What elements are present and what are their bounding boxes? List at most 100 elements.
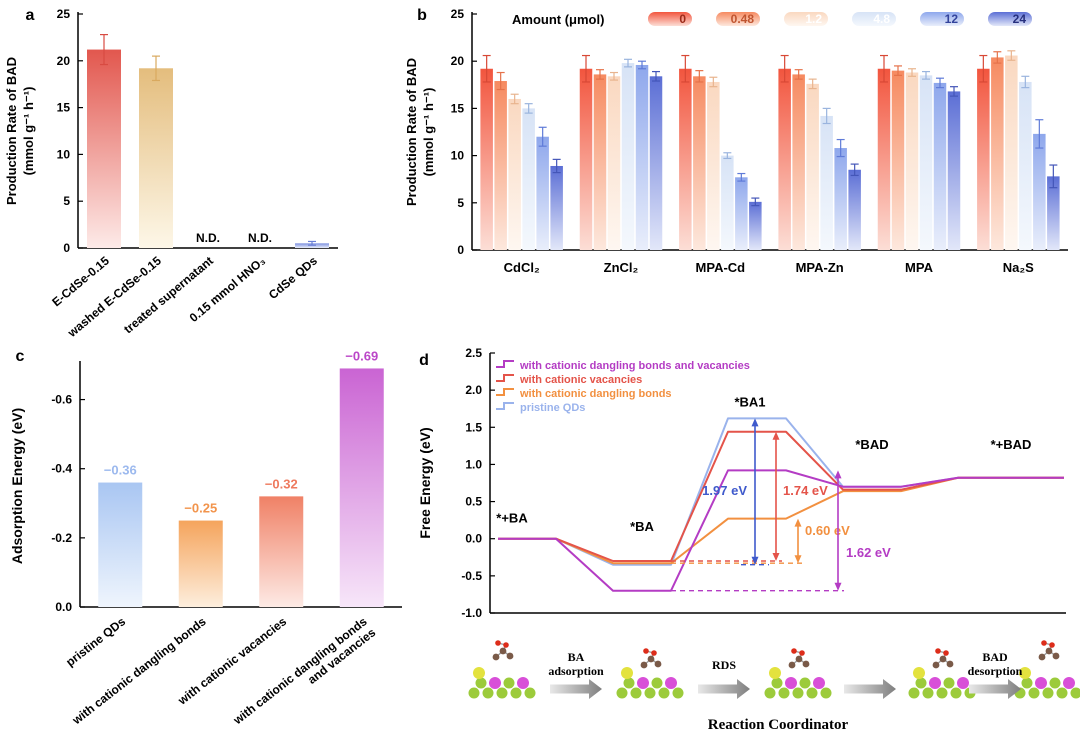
bar <box>905 72 919 250</box>
state-label: *BAD <box>855 437 888 452</box>
bar <box>679 68 692 250</box>
se-atom <box>482 687 494 699</box>
cd-atom <box>957 677 969 689</box>
c-atom <box>788 661 796 669</box>
y-axis-label: Free Energy (eV) <box>417 427 433 538</box>
y-tick-label: 25 <box>451 7 465 21</box>
legend-label: with cationic dangling bonds <box>519 388 672 400</box>
se-atom <box>1049 677 1061 689</box>
legend-marker <box>496 374 514 382</box>
energy-curve <box>498 476 1064 565</box>
cd-atom <box>929 677 941 689</box>
cd-atom <box>665 677 677 689</box>
bar <box>707 81 720 250</box>
y-axis-label: (mmol g⁻¹ h⁻¹) <box>21 87 36 176</box>
y-tick-label: 10 <box>57 147 71 161</box>
bar <box>834 148 847 250</box>
se-atom <box>806 687 818 699</box>
o-atom <box>791 648 797 654</box>
legend-swatch <box>852 12 896 26</box>
nd-label: N.D. <box>196 231 220 245</box>
o-atom <box>943 650 949 656</box>
bar <box>977 68 990 250</box>
panel-label: c <box>16 348 25 365</box>
panel-d-free-energy-diagram: -1.0 -0.5 0.0 0.5 1.0 1.5 2.0 2.5 Free Energy (e… <box>410 345 1080 735</box>
y-tick-label: 15 <box>57 101 71 115</box>
bar <box>919 75 933 250</box>
bar <box>848 169 861 250</box>
legend-label: 4.8 <box>873 12 890 26</box>
bar <box>139 68 173 249</box>
c-atom <box>640 661 648 669</box>
o-atom <box>495 640 501 646</box>
panel-label: b <box>417 7 427 24</box>
y-tick-label: -0.6 <box>51 393 72 407</box>
bar <box>635 64 649 250</box>
arrow-head-down <box>794 555 802 564</box>
bar <box>721 155 734 250</box>
bar-value-label: −0.69 <box>345 348 378 363</box>
x-tick-label: CdSe QDs <box>266 253 320 302</box>
bar <box>550 165 563 250</box>
s-atom <box>913 667 925 679</box>
step-arrow <box>698 679 750 699</box>
c-atom <box>946 660 954 668</box>
c-atom <box>932 661 940 669</box>
y-axis-label: Adsorption Energy (eV) <box>9 408 25 564</box>
cd-atom <box>813 677 825 689</box>
bar <box>621 63 635 251</box>
se-atom <box>799 677 811 689</box>
nd-label: N.D. <box>248 231 272 245</box>
y-tick-label: 0 <box>63 241 70 255</box>
arrow-head-up <box>794 518 802 527</box>
bar <box>480 68 493 250</box>
y-tick-label: 2.0 <box>465 383 482 397</box>
x-tick-label: with cationic dangling bondsand vacancie… <box>230 614 379 735</box>
y-tick-label: -0.5 <box>461 569 482 583</box>
step-label: BA <box>568 650 585 664</box>
se-atom <box>943 677 955 689</box>
se-atom <box>644 687 656 699</box>
cd-atom <box>489 677 501 689</box>
se-atom <box>1028 687 1040 699</box>
c-atom <box>802 660 810 668</box>
barrier-label: 1.62 eV <box>846 545 891 560</box>
o-atom <box>503 642 509 648</box>
legend-label: 0 <box>679 12 686 26</box>
se-atom <box>1021 677 1033 689</box>
s-atom <box>1019 667 1031 679</box>
state-label: *+BAD <box>991 437 1032 452</box>
bar <box>877 68 891 250</box>
bar <box>735 177 748 250</box>
arrow-head-up <box>751 418 759 427</box>
y-axis-label: Production Rate of BAD <box>4 57 19 205</box>
c-atom <box>795 655 803 663</box>
legend-marker <box>496 388 514 396</box>
bar <box>778 68 791 250</box>
state-label: *+BA <box>496 511 528 526</box>
se-atom <box>950 687 962 699</box>
bar <box>1047 176 1060 250</box>
barrier-label: 0.60 eV <box>805 523 850 538</box>
panel-c-bar-chart: 0.0 -0.2 -0.4 -0.6 Adsorption Energy (eV) c −0… <box>0 345 410 735</box>
se-atom <box>915 677 927 689</box>
se-atom <box>496 687 508 699</box>
barrier-label: 1.74 eV <box>783 483 828 498</box>
bar <box>891 70 905 250</box>
x-tick-label: MPA <box>905 260 934 275</box>
legend-marker <box>496 360 514 368</box>
barrier-label: 1.97 eV <box>702 483 747 498</box>
panel-c-svg: 0.0 -0.2 -0.4 -0.6 Adsorption Energy (eV) c −0… <box>9 348 402 735</box>
c-atom <box>647 655 655 663</box>
c-atom <box>499 647 507 655</box>
se-atom <box>922 687 934 699</box>
molecule-structure <box>908 648 976 699</box>
c-atom <box>1045 647 1053 655</box>
x-tick-label: pristine QDs <box>63 614 128 669</box>
step-label: desorption <box>968 664 1023 678</box>
y-tick-label: 0.5 <box>465 495 482 509</box>
se-atom <box>1070 687 1080 699</box>
bar-value-label: −0.36 <box>104 463 137 478</box>
se-atom <box>1056 687 1068 699</box>
